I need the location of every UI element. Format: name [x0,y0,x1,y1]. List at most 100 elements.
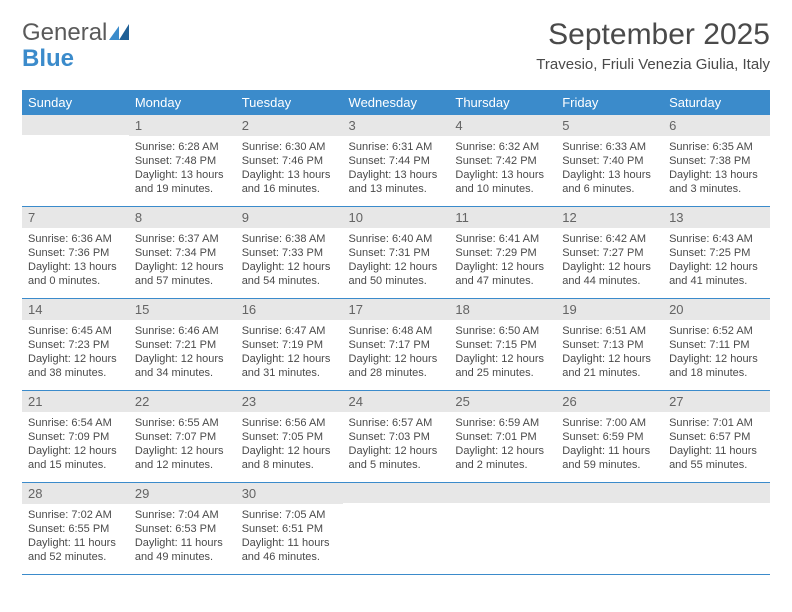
daylight-line: Daylight: 11 hours and 46 minutes. [242,536,337,564]
sunset-line: Sunset: 7:44 PM [349,154,444,168]
day-number: 13 [663,207,770,228]
day-number: 18 [449,299,556,320]
sunrise-line: Sunrise: 6:51 AM [562,324,657,338]
sunrise-line: Sunrise: 6:42 AM [562,232,657,246]
day-number: 25 [449,391,556,412]
sunset-line: Sunset: 6:57 PM [669,430,764,444]
weekday-header: Tuesday [236,90,343,115]
calendar-cell: 16Sunrise: 6:47 AMSunset: 7:19 PMDayligh… [236,299,343,391]
sunrise-line: Sunrise: 7:05 AM [242,508,337,522]
day-body [449,503,556,573]
day-body: Sunrise: 6:37 AMSunset: 7:34 PMDaylight:… [129,228,236,298]
calendar-cell: 4Sunrise: 6:32 AMSunset: 7:42 PMDaylight… [449,115,556,207]
sunset-line: Sunset: 7:46 PM [242,154,337,168]
daylight-line: Daylight: 12 hours and 41 minutes. [669,260,764,288]
brand-logo-icon [109,24,131,40]
daylight-line: Daylight: 12 hours and 54 minutes. [242,260,337,288]
day-number: 29 [129,483,236,504]
sunrise-line: Sunrise: 7:01 AM [669,416,764,430]
daylight-line: Daylight: 12 hours and 18 minutes. [669,352,764,380]
day-body [343,503,450,573]
day-number: 12 [556,207,663,228]
day-number: 27 [663,391,770,412]
day-body: Sunrise: 6:48 AMSunset: 7:17 PMDaylight:… [343,320,450,390]
sunrise-line: Sunrise: 6:33 AM [562,140,657,154]
daylight-line: Daylight: 11 hours and 55 minutes. [669,444,764,472]
sunset-line: Sunset: 7:29 PM [455,246,550,260]
day-number [343,483,450,503]
sunset-line: Sunset: 7:42 PM [455,154,550,168]
calendar-cell: 22Sunrise: 6:55 AMSunset: 7:07 PMDayligh… [129,391,236,483]
weekday-header: Friday [556,90,663,115]
sunrise-line: Sunrise: 7:00 AM [562,416,657,430]
sunset-line: Sunset: 7:01 PM [455,430,550,444]
day-number: 3 [343,115,450,136]
day-number: 28 [22,483,129,504]
sunrise-line: Sunrise: 6:50 AM [455,324,550,338]
calendar-cell: 18Sunrise: 6:50 AMSunset: 7:15 PMDayligh… [449,299,556,391]
daylight-line: Daylight: 12 hours and 47 minutes. [455,260,550,288]
calendar-cell: 17Sunrise: 6:48 AMSunset: 7:17 PMDayligh… [343,299,450,391]
sunset-line: Sunset: 7:15 PM [455,338,550,352]
day-number: 20 [663,299,770,320]
day-number: 22 [129,391,236,412]
day-body: Sunrise: 6:50 AMSunset: 7:15 PMDaylight:… [449,320,556,390]
calendar-cell: 1Sunrise: 6:28 AMSunset: 7:48 PMDaylight… [129,115,236,207]
sunset-line: Sunset: 7:03 PM [349,430,444,444]
calendar-cell [22,115,129,207]
calendar-cell: 27 Sunrise: 7:01 AMSunset: 6:57 PMDayligh… [663,391,770,483]
daylight-line: Daylight: 13 hours and 3 minutes. [669,168,764,196]
day-body: Sunrise: 6:30 AMSunset: 7:46 PMDaylight:… [236,136,343,206]
daylight-line: Daylight: 12 hours and 2 minutes. [455,444,550,472]
day-body: Sunrise: 6:57 AMSunset: 7:03 PMDaylight:… [343,412,450,482]
sunset-line: Sunset: 7:11 PM [669,338,764,352]
sunrise-line: Sunrise: 6:57 AM [349,416,444,430]
day-body: Sunrise: 6:35 AMSunset: 7:38 PMDaylight:… [663,136,770,206]
sunset-line: Sunset: 7:33 PM [242,246,337,260]
calendar-cell: 3Sunrise: 6:31 AMSunset: 7:44 PMDaylight… [343,115,450,207]
day-body: Sunrise: 7:04 AMSunset: 6:53 PMDaylight:… [129,504,236,574]
calendar-cell: 25Sunrise: 6:59 AMSunset: 7:01 PMDayligh… [449,391,556,483]
day-number: 2 [236,115,343,136]
sunrise-line: Sunrise: 6:56 AM [242,416,337,430]
day-number: 26 [556,391,663,412]
day-body: Sunrise: 6:28 AMSunset: 7:48 PMDaylight:… [129,136,236,206]
day-number: 30 [236,483,343,504]
day-number: 14 [22,299,129,320]
title-block: September 2025 Travesio, Friuli Venezia … [536,18,770,73]
sunset-line: Sunset: 6:55 PM [28,522,123,536]
daylight-line: Daylight: 13 hours and 6 minutes. [562,168,657,196]
daylight-line: Daylight: 13 hours and 0 minutes. [28,260,123,288]
sunset-line: Sunset: 6:53 PM [135,522,230,536]
day-number: 8 [129,207,236,228]
daylight-line: Daylight: 13 hours and 10 minutes. [455,168,550,196]
calendar-cell: 26Sunrise: 7:00 AMSunset: 6:59 PMDayligh… [556,391,663,483]
day-body: Sunrise: 6:47 AMSunset: 7:19 PMDaylight:… [236,320,343,390]
sunrise-line: Sunrise: 6:28 AM [135,140,230,154]
calendar-cell: 21Sunrise: 6:54 AMSunset: 7:09 PMDayligh… [22,391,129,483]
daylight-line: Daylight: 12 hours and 5 minutes. [349,444,444,472]
calendar-cell: 23Sunrise: 6:56 AMSunset: 7:05 PMDayligh… [236,391,343,483]
daylight-line: Daylight: 12 hours and 57 minutes. [135,260,230,288]
day-body: Sunrise: 6:31 AMSunset: 7:44 PMDaylight:… [343,136,450,206]
sunrise-line: Sunrise: 6:38 AM [242,232,337,246]
day-number [449,483,556,503]
calendar-cell [663,483,770,575]
day-body: Sunrise: 6:40 AMSunset: 7:31 PMDaylight:… [343,228,450,298]
sunset-line: Sunset: 7:38 PM [669,154,764,168]
sunset-line: Sunset: 7:48 PM [135,154,230,168]
day-body [556,503,663,573]
day-body: Sunrise: 6:59 AMSunset: 7:01 PMDaylight:… [449,412,556,482]
day-body: Sunrise: 6:38 AMSunset: 7:33 PMDaylight:… [236,228,343,298]
sunrise-line: Sunrise: 6:36 AM [28,232,123,246]
weekday-header: Sunday [22,90,129,115]
sunset-line: Sunset: 7:23 PM [28,338,123,352]
sunset-line: Sunset: 7:07 PM [135,430,230,444]
brand-logo: General Blue [22,18,131,72]
calendar-cell [449,483,556,575]
day-number [556,483,663,503]
day-body: Sunrise: 6:32 AMSunset: 7:42 PMDaylight:… [449,136,556,206]
sunrise-line: Sunrise: 6:55 AM [135,416,230,430]
sunrise-line: Sunrise: 6:32 AM [455,140,550,154]
day-body: Sunrise: 6:51 AMSunset: 7:13 PMDaylight:… [556,320,663,390]
